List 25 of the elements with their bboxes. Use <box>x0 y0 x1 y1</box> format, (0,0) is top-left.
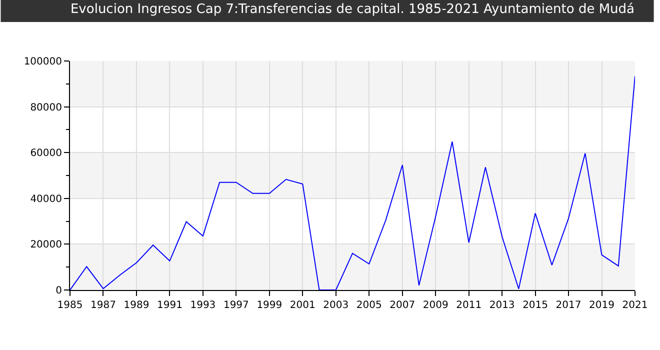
y-tick-label: 40000 <box>30 194 62 205</box>
y-tick-label: 100000 <box>24 56 62 68</box>
x-tick-label: 2015 <box>522 300 548 311</box>
chart-title: Evolucion Ingresos Cap 7:Transferencias de capital. 1985-2021 Ayuntamiento de Mudá <box>70 2 635 18</box>
x-tick-label: 2001 <box>290 300 316 311</box>
x-tick-label: 1993 <box>190 300 216 311</box>
x-tick-label: 2013 <box>489 300 515 311</box>
x-tick-label: 1987 <box>90 300 116 311</box>
x-tick-label: 2009 <box>422 300 448 311</box>
x-tick-label: 2017 <box>556 300 582 311</box>
y-tick-label: 80000 <box>30 102 62 114</box>
x-tick-label: 2011 <box>456 300 482 311</box>
x-tick-label: 2007 <box>390 300 416 311</box>
y-tick-label: 20000 <box>30 240 62 251</box>
x-tick-label: 1989 <box>124 300 150 311</box>
x-tick-label: 1985 <box>57 300 83 311</box>
x-tick-label: 1999 <box>256 300 282 311</box>
y-tick-label: 60000 <box>30 148 62 160</box>
x-tick-label: 2005 <box>356 300 382 311</box>
x-tick-label: 2019 <box>589 300 614 311</box>
y-tick-label: 0 <box>56 286 62 296</box>
x-tick-label: 1997 <box>223 300 249 311</box>
x-tick-label: 2003 <box>323 300 349 311</box>
x-tick-label: 2021 <box>622 300 648 311</box>
x-tick-label: 1991 <box>156 300 182 311</box>
